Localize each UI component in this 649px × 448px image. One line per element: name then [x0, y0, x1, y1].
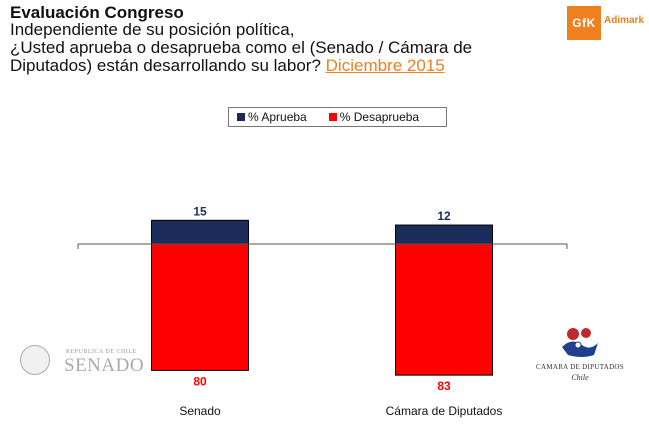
senado-logo-small-text: REPUBLICA DE CHILE [66, 349, 137, 355]
label-aprueba-senado: 15 [193, 204, 207, 218]
senado-logo-text: SENADO [64, 355, 145, 376]
senado-logo: REPUBLICA DE CHILE SENADO [20, 345, 150, 377]
question-line-3-text: Diputados) están desarrollando su labor? [10, 56, 321, 75]
camara-logo-text: CAMARA DE DIPUTADOS [536, 363, 624, 371]
question-line-2: ¿Usted aprueba o desaprueba como el (Sen… [10, 38, 473, 57]
adimark-label: Adimark [604, 15, 645, 26]
label-desaprueba-camara-de-diputados: 83 [437, 379, 451, 393]
label-desaprueba-senado: 80 [193, 374, 207, 388]
camara-diputados-logo: CAMARA DE DIPUTADOS Chile [534, 325, 626, 385]
date-link[interactable]: Diciembre 2015 [325, 56, 445, 75]
question-text: Independiente de su posición política, ¿… [10, 21, 570, 75]
legend-item-aprueba: % Aprueba [237, 110, 307, 124]
bar-desaprueba-senado [151, 243, 249, 371]
gfk-logo-box: GfK [567, 6, 601, 40]
legend-label-aprueba: % Aprueba [248, 110, 307, 124]
chart-title: Evaluación Congreso [10, 3, 184, 22]
legend-item-desaprueba: % Desaprueba [328, 110, 420, 124]
category-label-senado: Senado [179, 404, 221, 418]
legend-swatch-desaprueba [328, 113, 337, 121]
legend-label-desaprueba: % Desaprueba [339, 110, 420, 124]
question-line-3: Diputados) están desarrollando su labor?… [10, 57, 570, 75]
legend-swatch-aprueba [237, 113, 245, 121]
bar-aprueba-camara-de-diputados [395, 224, 493, 245]
senado-seal-icon [20, 345, 50, 375]
chart-legend: % Aprueba % Desaprueba [228, 107, 447, 127]
camara-emblem-icon [562, 328, 598, 357]
gfk-adimark-logo: GfK Adimark [567, 6, 644, 44]
label-aprueba-camara-de-diputados: 12 [437, 209, 451, 223]
bar-desaprueba-camara-de-diputados [395, 243, 493, 376]
bar-aprueba-senado [151, 219, 249, 245]
question-line-1: Independiente de su posición política, [10, 20, 295, 39]
camara-logo-subtext: Chile [571, 373, 589, 382]
category-label-camara-de-diputados: Cámara de Diputados [386, 404, 503, 418]
